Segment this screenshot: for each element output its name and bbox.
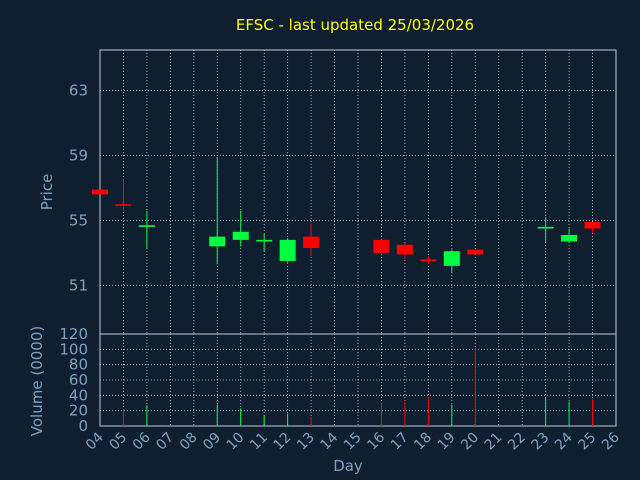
day-tick-label: 23 bbox=[529, 430, 553, 454]
day-tick-label: 11 bbox=[247, 430, 271, 454]
candle-body bbox=[303, 236, 320, 248]
candle bbox=[92, 189, 108, 195]
price-panel: 51 55 59 63 bbox=[69, 49, 617, 335]
price-tick-label: 63 bbox=[69, 82, 88, 100]
candle-body bbox=[467, 249, 484, 255]
price-tick-label: 51 bbox=[69, 276, 88, 294]
day-tick-label: 10 bbox=[224, 430, 248, 454]
candle bbox=[561, 228, 578, 244]
candle bbox=[209, 157, 226, 265]
day-tick-label: 12 bbox=[271, 430, 295, 454]
candle-body bbox=[420, 259, 437, 261]
candle bbox=[115, 178, 132, 211]
chart-title: EFSC - last updated 25/03/2026 bbox=[236, 16, 474, 34]
candle-body bbox=[232, 231, 249, 240]
volume-axis-label: Volume (0000) bbox=[28, 326, 46, 436]
day-tick-label: 13 bbox=[294, 430, 318, 454]
day-tick-label: 21 bbox=[482, 430, 506, 454]
day-tick-label: 16 bbox=[364, 429, 388, 453]
price-tick-label: 59 bbox=[69, 146, 88, 164]
day-tick-label: 19 bbox=[435, 430, 459, 454]
candle bbox=[232, 210, 249, 247]
day-tick-label: 25 bbox=[575, 430, 599, 454]
candle bbox=[537, 217, 554, 244]
day-tick-label: 14 bbox=[317, 429, 341, 453]
day-tick-label: 18 bbox=[411, 430, 435, 454]
candle-body bbox=[256, 239, 273, 242]
candle bbox=[396, 243, 413, 260]
day-tick-label: 22 bbox=[505, 430, 529, 454]
candle bbox=[138, 210, 155, 248]
candle bbox=[420, 256, 437, 265]
day-tick-label: 26 bbox=[599, 429, 623, 453]
day-tick-label: 05 bbox=[106, 430, 130, 454]
candle-body bbox=[584, 222, 601, 229]
price-tick-label: 55 bbox=[69, 211, 88, 229]
volume-tick-label: 0 bbox=[78, 417, 88, 435]
volume-tick-label: 120 bbox=[59, 325, 88, 343]
volume-tick-label: 80 bbox=[69, 356, 88, 374]
day-tick-label: 20 bbox=[458, 430, 482, 454]
candle bbox=[467, 249, 484, 255]
candle bbox=[373, 239, 390, 253]
candle-body bbox=[115, 204, 132, 206]
candle-body bbox=[561, 235, 578, 242]
volume-tick-label: 100 bbox=[59, 340, 88, 358]
candle bbox=[256, 233, 273, 252]
candle-body bbox=[209, 236, 226, 247]
day-axis-label: Day bbox=[333, 457, 363, 475]
candle bbox=[443, 249, 460, 273]
day-tick-label: 24 bbox=[552, 429, 576, 453]
candle-body bbox=[279, 239, 296, 261]
day-tick-label: 09 bbox=[200, 430, 224, 454]
day-tick-label: 17 bbox=[388, 430, 412, 454]
candle bbox=[279, 238, 296, 263]
candle-body bbox=[537, 226, 554, 229]
day-tick-label: 07 bbox=[153, 430, 177, 454]
price-axis-label: Price bbox=[38, 174, 56, 211]
candle-body bbox=[138, 225, 155, 227]
volume-tick-label: 20 bbox=[69, 402, 88, 420]
candle bbox=[303, 223, 320, 257]
candle-body bbox=[443, 251, 460, 266]
day-tick-label: 15 bbox=[341, 430, 365, 454]
candle-body bbox=[396, 244, 413, 255]
volume-frame bbox=[99, 333, 617, 427]
candle-body bbox=[92, 189, 108, 195]
candle-body bbox=[373, 239, 390, 253]
day-tick-label: 08 bbox=[177, 430, 201, 454]
candle bbox=[584, 222, 601, 234]
volume-tick-label: 40 bbox=[69, 386, 88, 404]
day-tick-label: 06 bbox=[130, 429, 154, 453]
volume-tick-label: 60 bbox=[69, 371, 88, 389]
